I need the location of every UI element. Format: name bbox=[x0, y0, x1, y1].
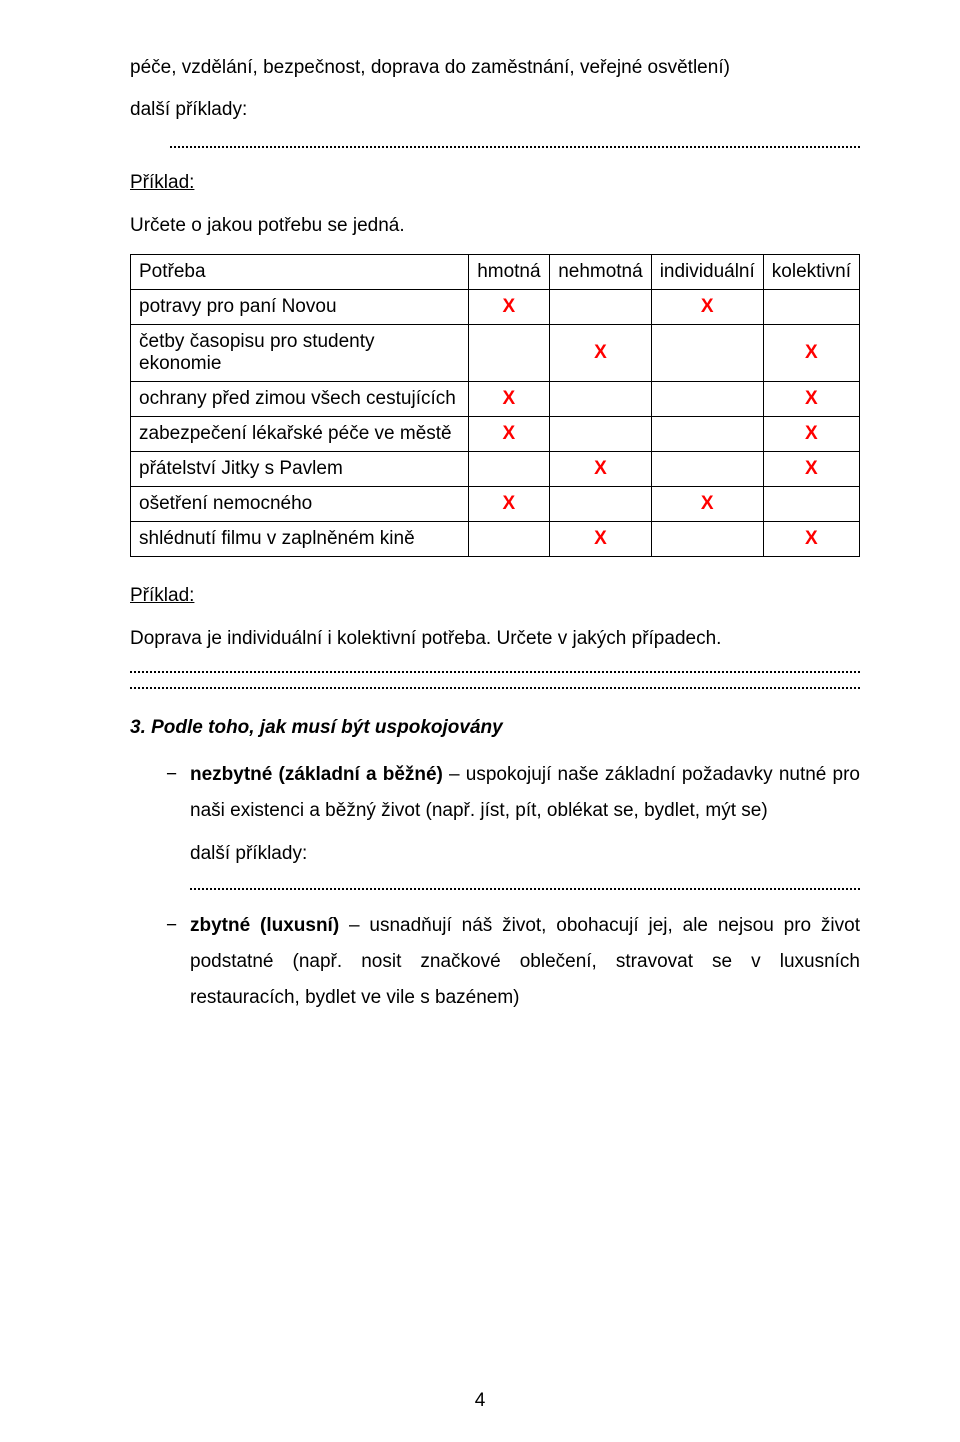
row-label: potravy pro paní Novou bbox=[131, 290, 469, 325]
mark-cell bbox=[651, 452, 763, 487]
col-header-4: kolektivní bbox=[763, 255, 859, 290]
intro-continuation: péče, vzdělání, bezpečnost, doprava do z… bbox=[130, 50, 860, 86]
example-2-label: Příklad: bbox=[130, 585, 860, 607]
bullet-nezbytne-bold: nezbytné (základní a běžné) bbox=[190, 764, 443, 785]
intro-line1: péče, vzdělání, bezpečnost, doprava do z… bbox=[130, 57, 730, 78]
mark-cell: X bbox=[763, 382, 859, 417]
table-row: shlédnutí filmu v zaplněném kině X X bbox=[131, 522, 860, 557]
example-1-label: Příklad: bbox=[130, 172, 860, 194]
dotted-blank-2a bbox=[130, 671, 860, 673]
col-header-1: hmotná bbox=[468, 255, 550, 290]
mark-cell: X bbox=[651, 290, 763, 325]
section-3-list: nezbytné (základní a běžné) – uspokojují… bbox=[130, 757, 860, 1016]
page: péče, vzdělání, bezpečnost, doprava do z… bbox=[0, 0, 960, 1442]
row-label: ochrany před zimou všech cestujících bbox=[131, 382, 469, 417]
mark-cell bbox=[550, 417, 652, 452]
table-row: četby časopisu pro studenty ekonomie X X bbox=[131, 325, 860, 382]
table-row: ochrany před zimou všech cestujícíchXX bbox=[131, 382, 860, 417]
mark-cell bbox=[468, 452, 550, 487]
section-3-heading: 3. Podle toho, jak musí být uspokojovány bbox=[130, 717, 860, 739]
example-2-text: Doprava je individuální i kolektivní pot… bbox=[130, 621, 860, 657]
col-header-3: individuální bbox=[651, 255, 763, 290]
needs-table: Potřebahmotnánehmotnáindividuálníkolekti… bbox=[130, 254, 860, 557]
table-row: ošetření nemocnéhoXX bbox=[131, 487, 860, 522]
table-row: potravy pro paní NovouXX bbox=[131, 290, 860, 325]
mark-cell: X bbox=[468, 487, 550, 522]
mark-cell bbox=[550, 382, 652, 417]
table-row: zabezpečení lékařské péče ve městěXX bbox=[131, 417, 860, 452]
mark-cell bbox=[651, 325, 763, 382]
mark-cell: X bbox=[763, 452, 859, 487]
dotted-blank-2b bbox=[130, 687, 860, 689]
mark-cell: X bbox=[763, 325, 859, 382]
mark-cell bbox=[651, 417, 763, 452]
mark-cell bbox=[468, 522, 550, 557]
mark-cell bbox=[651, 382, 763, 417]
col-header-potreba: Potřeba bbox=[131, 255, 469, 290]
bullet-zbytne: zbytné (luxusní) – usnadňují náš život, … bbox=[166, 908, 860, 1016]
mark-cell: X bbox=[651, 487, 763, 522]
mark-cell bbox=[651, 522, 763, 557]
bullet-nezbytne: nezbytné (základní a běžné) – uspokojují… bbox=[166, 757, 860, 889]
row-label: četby časopisu pro studenty ekonomie bbox=[131, 325, 469, 382]
page-number: 4 bbox=[0, 1390, 960, 1412]
row-label: přátelství Jitky s Pavlem bbox=[131, 452, 469, 487]
mark-cell: X bbox=[468, 382, 550, 417]
mark-cell: X bbox=[468, 417, 550, 452]
row-label: ošetření nemocného bbox=[131, 487, 469, 522]
mark-cell: X bbox=[763, 522, 859, 557]
row-label: shlédnutí filmu v zaplněném kině bbox=[131, 522, 469, 557]
table-head: Potřebahmotnánehmotnáindividuálníkolekti… bbox=[131, 255, 860, 290]
table-body: potravy pro paní NovouXXčetby časopisu p… bbox=[131, 290, 860, 557]
mark-cell: X bbox=[763, 417, 859, 452]
mark-cell bbox=[763, 487, 859, 522]
col-header-2: nehmotná bbox=[550, 255, 652, 290]
intro-dalsi: další příklady: bbox=[130, 92, 860, 128]
dotted-blank-3 bbox=[190, 888, 860, 890]
mark-cell: X bbox=[550, 452, 652, 487]
bullet-zbytne-bold: zbytné (luxusní) bbox=[190, 915, 339, 936]
mark-cell bbox=[550, 487, 652, 522]
example-1-instruction: Určete o jakou potřebu se jedná. bbox=[130, 208, 860, 244]
bullet-nezbytne-dalsi: další příklady: bbox=[190, 836, 860, 872]
mark-cell bbox=[763, 290, 859, 325]
mark-cell: X bbox=[550, 522, 652, 557]
dotted-blank-1 bbox=[170, 146, 860, 148]
row-label: zabezpečení lékařské péče ve městě bbox=[131, 417, 469, 452]
mark-cell: X bbox=[468, 290, 550, 325]
mark-cell: X bbox=[550, 325, 652, 382]
mark-cell bbox=[550, 290, 652, 325]
table-row: přátelství Jitky s Pavlem X X bbox=[131, 452, 860, 487]
mark-cell bbox=[468, 325, 550, 382]
